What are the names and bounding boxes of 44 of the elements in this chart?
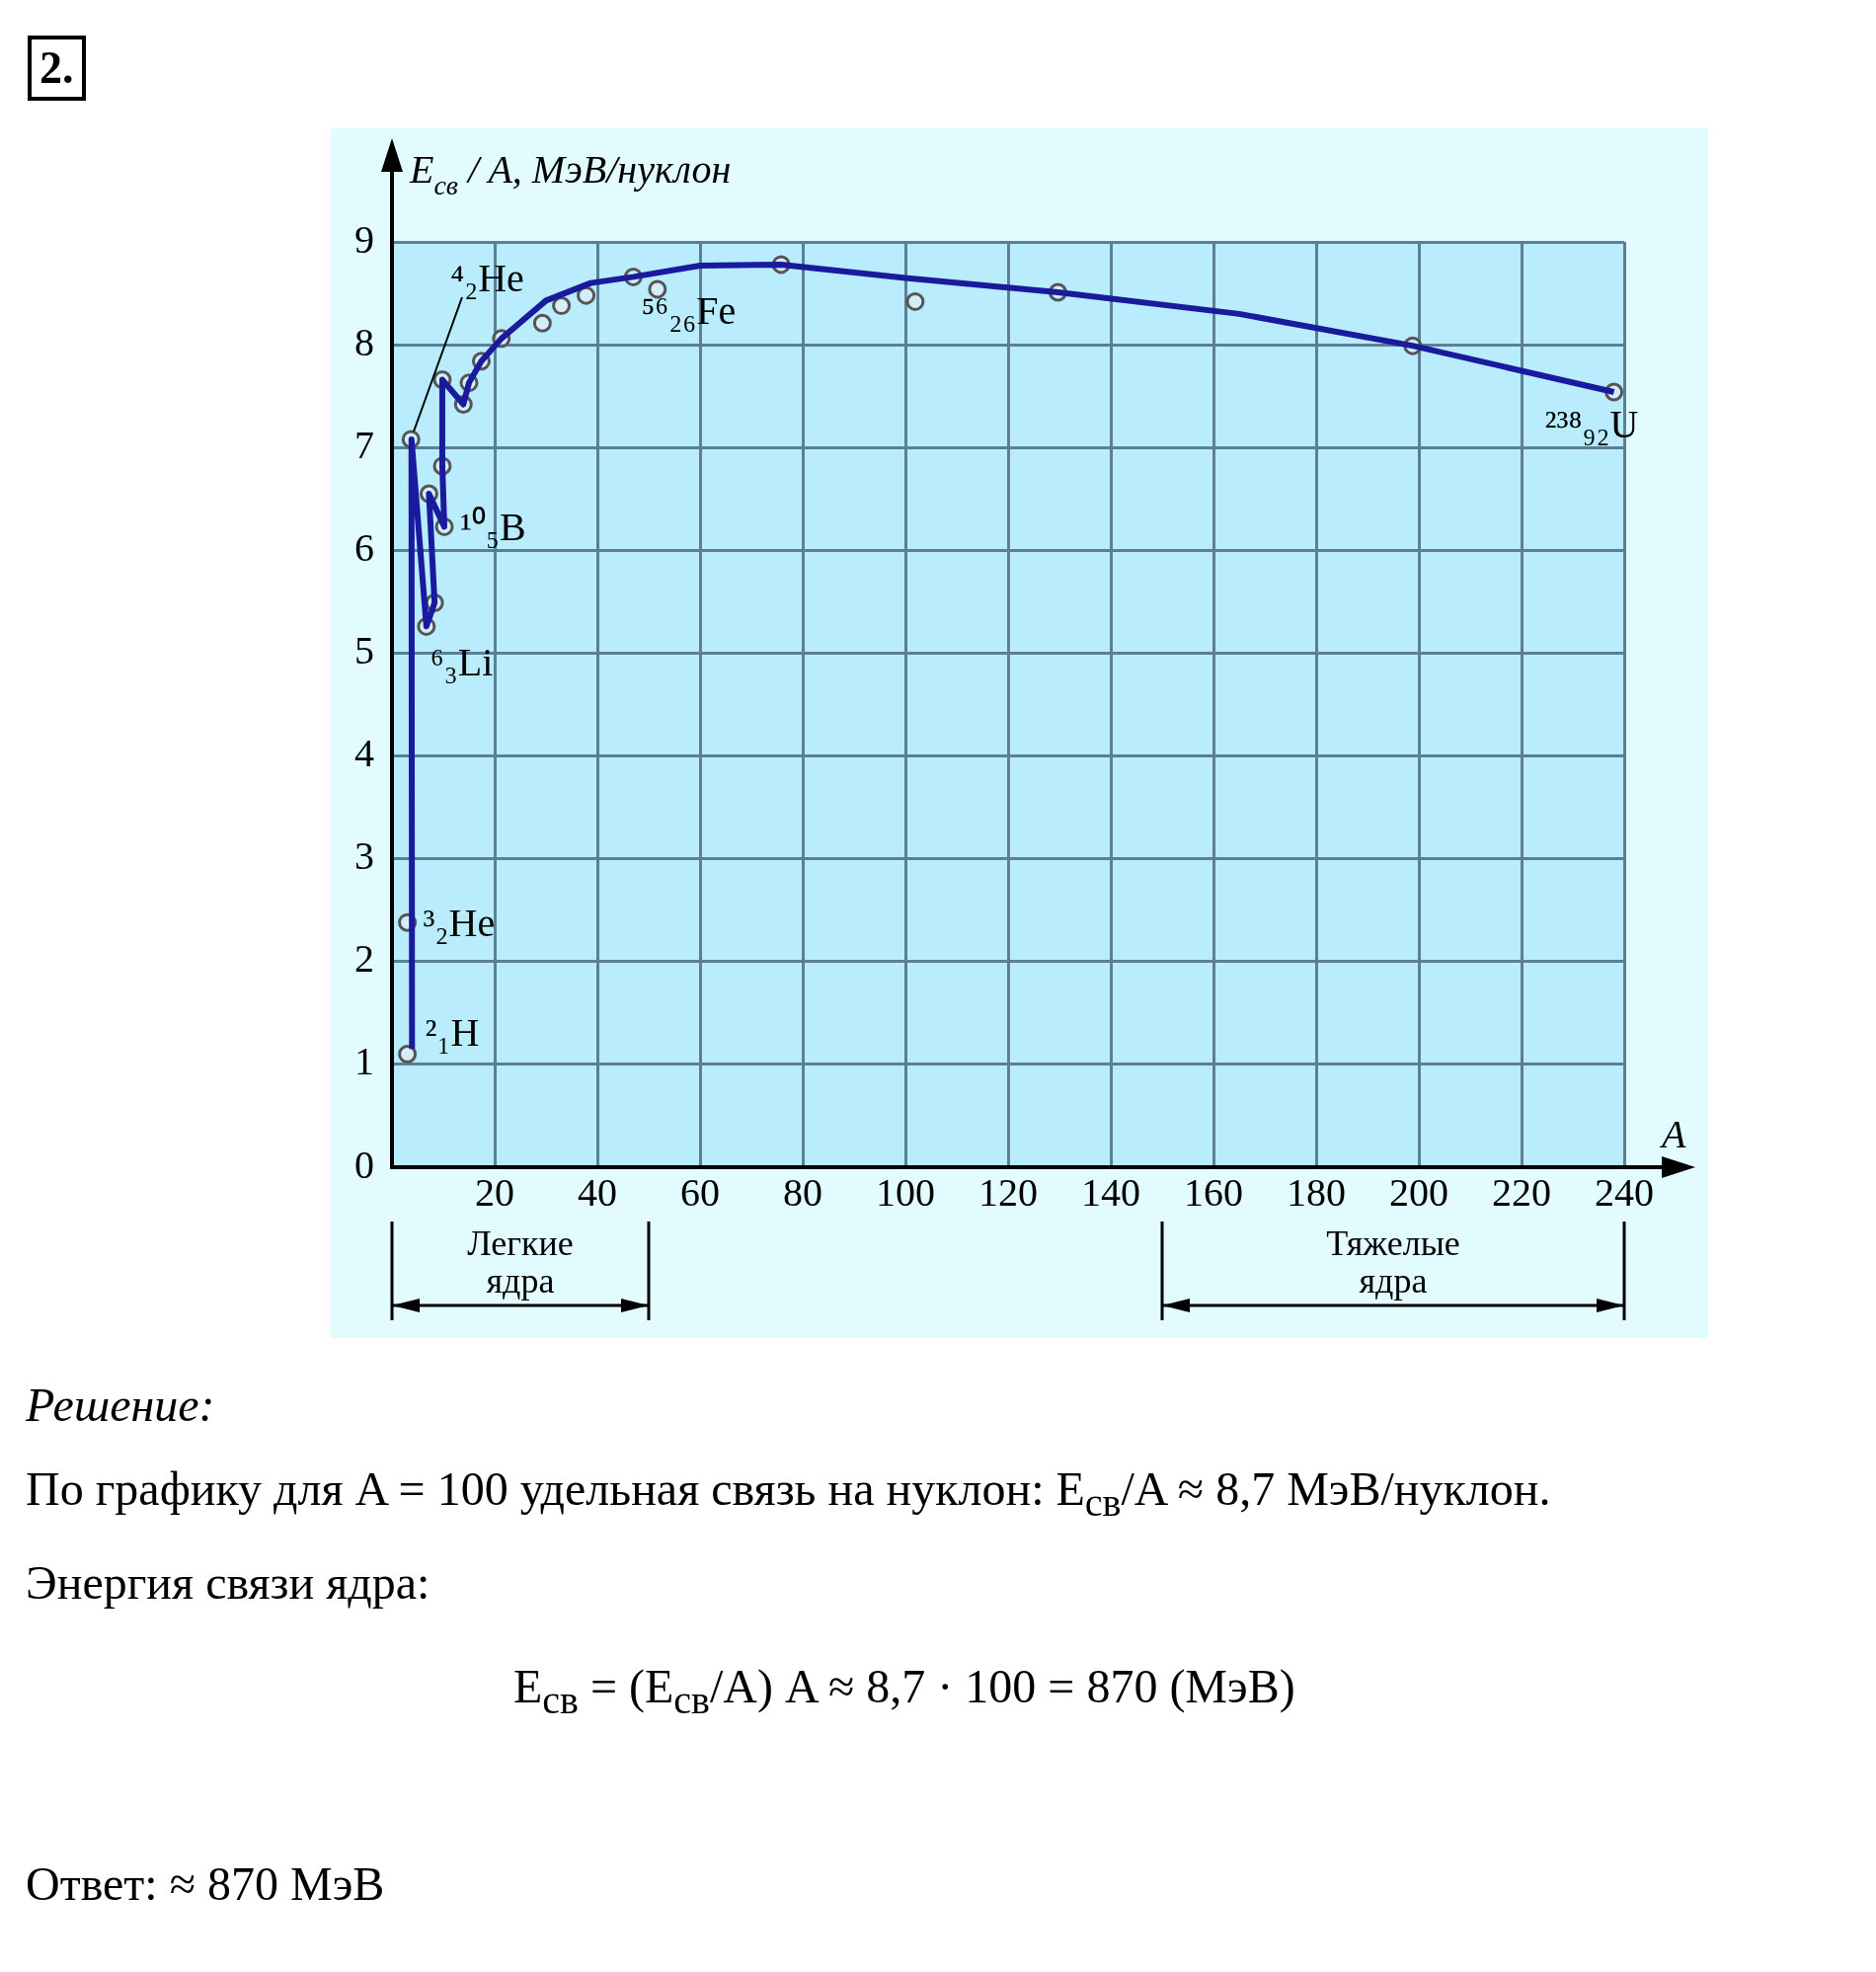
y-tick-label: 9 xyxy=(354,216,374,262)
x-tick-label: 20 xyxy=(475,1169,514,1215)
chart-title: 2. xyxy=(28,36,86,101)
point xyxy=(648,279,667,299)
x-tick-label: 160 xyxy=(1184,1169,1243,1215)
y-tick-label: 5 xyxy=(354,627,374,672)
x-tick-label: 200 xyxy=(1389,1169,1448,1215)
x-tick-label: 120 xyxy=(978,1169,1038,1215)
point xyxy=(398,1044,418,1064)
annotation: ²³⁸₉₂U xyxy=(1544,402,1639,446)
x-tick-label: 80 xyxy=(783,1169,822,1215)
text: По графику для A = 100 удельная связь на нуклон: E$_{св}$/A ≈ 8,7 МэВ/нуклон. xyxy=(26,1461,1551,1526)
y-tick-label: 0 xyxy=(354,1142,374,1187)
x-tick-label: 240 xyxy=(1595,1169,1654,1215)
text: Ответ: ≈ 870 МэВ xyxy=(26,1856,385,1911)
text: Энергия связи ядра: xyxy=(26,1555,430,1610)
text: Легкие ядра xyxy=(466,1223,575,1301)
y-tick-label: 1 xyxy=(354,1039,374,1084)
y-tick-label: 4 xyxy=(354,731,374,776)
y-tick-label: 8 xyxy=(354,319,374,364)
text: Тяжелые ядра xyxy=(1325,1223,1461,1301)
x-axis-title: A xyxy=(1659,1112,1686,1156)
annotation: ¹⁰₅B xyxy=(460,505,526,550)
annotation: ³₂He xyxy=(423,901,496,946)
x-tick-label: 220 xyxy=(1492,1169,1551,1215)
y-tick-label: 3 xyxy=(354,833,374,879)
x-tick-label: 180 xyxy=(1287,1169,1346,1215)
point xyxy=(532,313,552,333)
text: Решение: xyxy=(26,1378,215,1432)
y-tick-label: 6 xyxy=(354,524,374,570)
point xyxy=(552,296,572,316)
annotation: ²₁H xyxy=(425,1010,480,1056)
annotation: ⁵⁶₂₆Fe xyxy=(641,288,737,334)
x-tick-label: 140 xyxy=(1081,1169,1140,1215)
text: E$_{св}$ = (E$_{св}$/A) A ≈ 8,7 · 100 = 870 (МэВ) xyxy=(513,1659,1295,1723)
annotation: ⁴₂He xyxy=(450,255,524,300)
point xyxy=(577,285,596,305)
x-tick-label: 40 xyxy=(578,1169,617,1215)
annotation: ⁶₃Li xyxy=(430,640,494,685)
x-tick-label: 100 xyxy=(876,1169,935,1215)
y-tick-label: 7 xyxy=(354,422,374,467)
x-tick-label: 60 xyxy=(680,1169,720,1215)
y-tick-label: 2 xyxy=(354,936,374,982)
point xyxy=(905,291,925,311)
